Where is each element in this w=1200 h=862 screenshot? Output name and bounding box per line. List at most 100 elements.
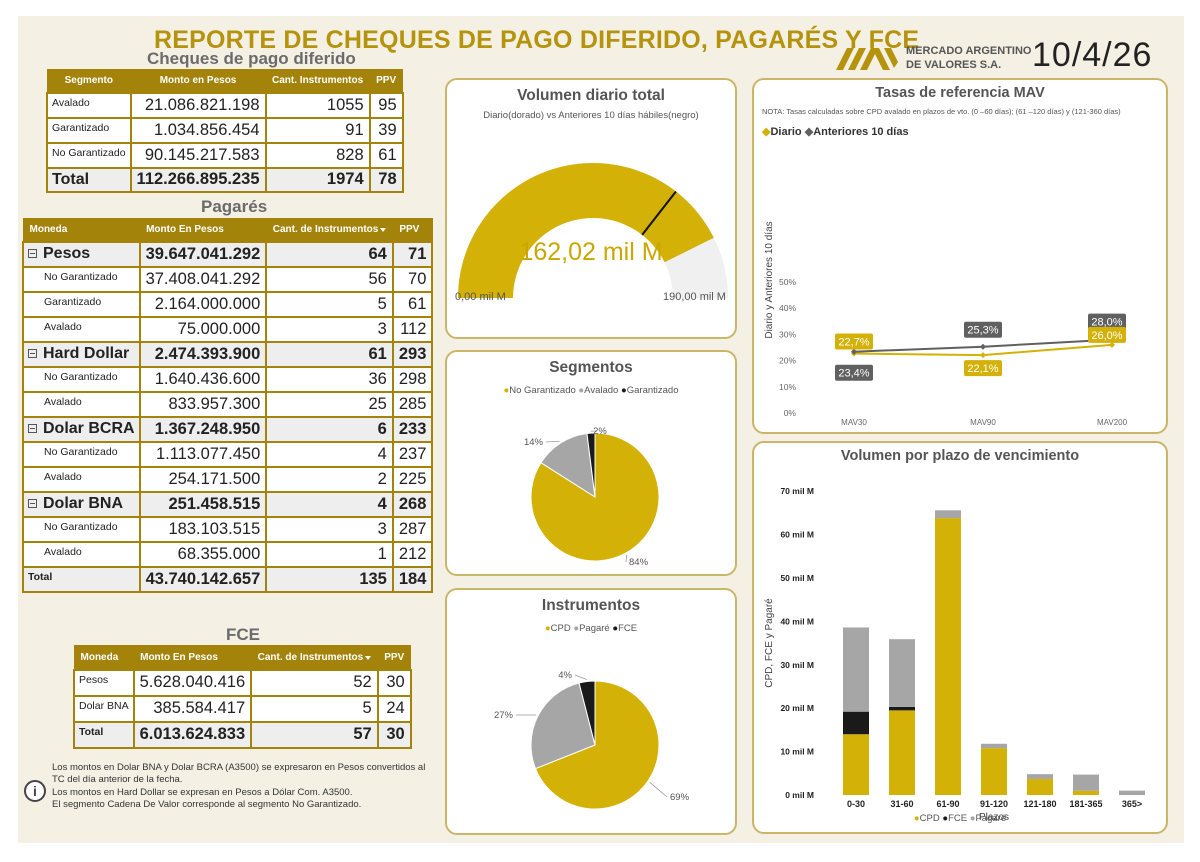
- y-tick-label: 20 mil M: [780, 703, 814, 713]
- legend-item: Garantizado: [626, 385, 679, 396]
- cell: Total: [46, 166, 132, 193]
- cell: 95: [368, 91, 404, 119]
- sort-arrow-icon[interactable]: [380, 228, 387, 233]
- total-row: Total 112.266.895.235 1974 78: [46, 166, 404, 193]
- sort-arrow-icon[interactable]: [365, 655, 372, 660]
- data-label-bg: [835, 333, 873, 350]
- cell: No Garantizado: [22, 265, 141, 293]
- pie-leader-line: [625, 554, 628, 563]
- data-label-bg: [1088, 313, 1126, 330]
- col-header: Moneda: [22, 218, 141, 242]
- cell: 68.355.000: [138, 540, 268, 568]
- note-line: El segmento Cadena De Valor corresponde …: [52, 799, 362, 810]
- x-axis-label: Plazos: [979, 812, 1009, 823]
- x-tick-label: 91-120: [980, 799, 1008, 809]
- cell: 5: [250, 694, 379, 723]
- legend-item: Diario: [770, 126, 802, 138]
- bar-segment: [981, 743, 1007, 749]
- cell: Hard Dollar: [22, 340, 141, 368]
- pie-label: 69%: [670, 792, 690, 803]
- pie-slice: [578, 680, 596, 746]
- cell: 225: [391, 465, 434, 493]
- cell: No Garantizado: [46, 141, 132, 169]
- cell: 25: [265, 390, 394, 418]
- bar-segment: [1027, 774, 1053, 779]
- legend-dot-icon: ●: [612, 623, 619, 634]
- cell: 64: [265, 240, 394, 268]
- plazos-title: Volumen por plazo de vencimiento: [840, 448, 1080, 464]
- fce-table: Moneda Monto En Pesos Cant. de Instrumen…: [73, 645, 412, 749]
- table-row: Garantizado 2.164.000.000 5 61: [22, 290, 434, 318]
- segmentos-title: Segmentos: [549, 359, 633, 376]
- cell: Garantizado: [46, 116, 132, 144]
- y-tick-label: 40 mil M: [780, 616, 814, 626]
- tasas-card: Tasas de referencia MAV NOTA: Tasas calc…: [752, 78, 1168, 434]
- group-row-dolar-bna: Dolar BNA 251.458.515 4 268: [22, 490, 434, 518]
- cell: Total: [22, 565, 141, 593]
- y-tick-label: 10 mil M: [780, 747, 814, 757]
- data-label: 22,1%: [967, 363, 998, 375]
- report-title: REPORTE DE CHEQUES DE PAGO DIFERIDO, PAG…: [154, 26, 920, 54]
- table-row: Garantizado 1.034.856.454 91 39: [46, 116, 404, 144]
- x-tick-label: MAV30: [841, 418, 867, 427]
- cell: 4: [265, 490, 394, 518]
- instrumentos-pie: 69% 27% 4%: [494, 670, 690, 810]
- instrumentos-title: Instrumentos: [541, 597, 641, 614]
- x-tick-label: MAV200: [1097, 418, 1128, 427]
- legend-item: FCE: [618, 623, 638, 634]
- table-row: No Garantizado 90.145.217.583 828 61: [46, 141, 404, 169]
- data-point: [1109, 341, 1115, 348]
- col-header: Segmento: [46, 69, 132, 93]
- collapse-icon[interactable]: [28, 249, 37, 259]
- cell: Pesos: [22, 240, 141, 268]
- table-row: Avalado 21.086.821.198 1055 95: [46, 91, 404, 119]
- cell: 3: [265, 315, 394, 343]
- cell: 1.640.436.600: [138, 365, 268, 393]
- cell: Dolar BNA: [22, 490, 141, 518]
- group-row-pesos: Pesos 39.647.041.292 64 71: [22, 240, 434, 268]
- data-label-bg: [1088, 326, 1126, 343]
- cell: 37.408.041.292: [138, 265, 268, 293]
- cell: 3: [265, 515, 394, 543]
- instrumentos-card: Instrumentos ●CPD ●Pagaré ●FCE 69% 27% 4%: [445, 588, 737, 835]
- legend-dot-icon: ●: [620, 385, 627, 396]
- plazos-bar-chart: 0 mil M 10 mil M 20 mil M 30 mil M 40 mil M 5…: [764, 486, 1145, 823]
- collapse-icon[interactable]: [28, 499, 37, 509]
- collapse-icon[interactable]: [28, 349, 37, 359]
- note-line: TC del día anterior de la fecha.: [52, 774, 183, 785]
- pie-slice: [540, 432, 596, 498]
- legend-item: CPD: [550, 623, 571, 634]
- cell: 2.474.393.900: [138, 340, 268, 368]
- collapse-icon[interactable]: [28, 424, 37, 434]
- legend-item: CPD: [919, 813, 940, 824]
- legend-item: Avalado: [584, 385, 619, 396]
- bar-segment: [843, 711, 869, 735]
- company-line-1: MERCADO ARGENTINO: [906, 45, 1032, 57]
- tasas-line-chart: 0% 10% 20% 30% 40% 50% MAV30 MAV90 MAV200 Diario …: [764, 221, 1128, 427]
- cell: No Garantizado: [22, 440, 141, 468]
- report-page: REPORTE DE CHEQUES DE PAGO DIFERIDO, PAG…: [18, 16, 1184, 843]
- x-tick-label: MAV90: [970, 418, 996, 427]
- cell: 36: [265, 365, 394, 393]
- bar-segment: [1119, 790, 1145, 795]
- cell: 385.584.417: [132, 694, 253, 723]
- bar-segment: [889, 710, 915, 795]
- cell: 233: [391, 415, 434, 443]
- legend-dot-icon: ●: [913, 813, 920, 824]
- y-tick-label: 50 mil M: [780, 573, 814, 583]
- col-header: PPV: [392, 218, 433, 242]
- tasas-note: NOTA: Tasas calculadas sobre CPD avalado…: [762, 107, 1121, 116]
- bar-segment: [889, 639, 915, 707]
- cell: Avalado: [22, 315, 141, 343]
- col-header[interactable]: Cant. de Instrumentos: [265, 218, 394, 242]
- cell: 833.957.300: [138, 390, 268, 418]
- cell: 30: [376, 668, 412, 697]
- col-header[interactable]: Cant. de Instrumentos: [250, 645, 379, 670]
- cell: 2: [265, 465, 394, 493]
- data-label: 22,7%: [838, 337, 869, 349]
- group-label: Hard Dollar: [43, 345, 130, 362]
- cell: 212: [391, 540, 434, 568]
- pie-label: 2%: [593, 426, 607, 437]
- x-tick-label: 365>: [1122, 799, 1142, 809]
- y-tick-label: 10%: [779, 382, 796, 392]
